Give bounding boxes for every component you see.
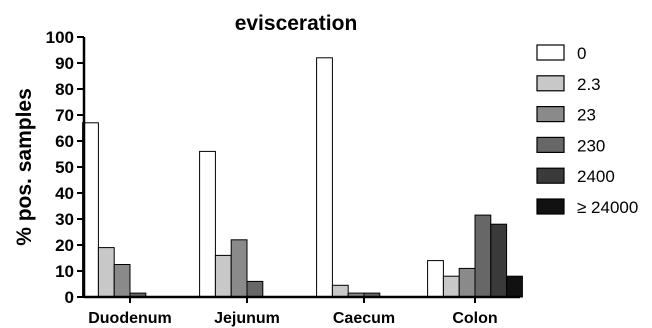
x-tick-label: Duodenum bbox=[88, 310, 172, 327]
x-tick-label: Caecum bbox=[333, 310, 395, 327]
bar bbox=[199, 150, 216, 298]
bar bbox=[331, 284, 349, 298]
x-tick-label: Jejunum bbox=[214, 310, 280, 327]
legend-swatch bbox=[536, 136, 565, 153]
y-axis-label: % pos. samples bbox=[13, 88, 36, 246]
y-tick-label: 90 bbox=[55, 54, 74, 73]
bar bbox=[246, 280, 264, 298]
chart-title: evisceration bbox=[235, 12, 358, 35]
bar bbox=[442, 275, 460, 298]
legend-swatch bbox=[536, 44, 565, 61]
legend-label: 230 bbox=[577, 136, 605, 155]
legend-label: 2.3 bbox=[577, 75, 601, 94]
bar bbox=[427, 260, 444, 298]
legend: 0 2.3 23 230 2400 ≥ 24000 bbox=[536, 44, 638, 217]
y-tick-label: 80 bbox=[55, 80, 74, 99]
legend-swatch bbox=[536, 105, 565, 123]
bar bbox=[506, 275, 523, 298]
bars bbox=[82, 57, 523, 298]
y-tick-label: 70 bbox=[55, 106, 74, 125]
y-tick-label: 60 bbox=[55, 132, 74, 151]
legend-label: 23 bbox=[577, 106, 596, 125]
legend-swatch bbox=[536, 198, 565, 215]
y-axis-ticks: 0 10 20 30 40 50 60 70 80 90 100 bbox=[46, 28, 84, 307]
legend-label: 2400 bbox=[577, 167, 615, 186]
bar bbox=[458, 267, 476, 298]
bar bbox=[97, 247, 115, 298]
y-tick-label: 0 bbox=[65, 288, 74, 307]
y-tick-label: 30 bbox=[55, 210, 74, 229]
bar bbox=[230, 239, 248, 298]
legend-swatch bbox=[536, 167, 565, 184]
bar bbox=[316, 57, 333, 298]
y-tick-label: 20 bbox=[55, 236, 74, 255]
y-tick-label: 100 bbox=[46, 28, 74, 47]
y-tick-label: 50 bbox=[55, 158, 74, 177]
y-tick-label: 10 bbox=[55, 262, 74, 281]
legend-label: 0 bbox=[577, 44, 586, 63]
bar bbox=[490, 223, 508, 298]
x-axis-ticks: Duodenum Jejunum Caecum Colon bbox=[88, 297, 498, 327]
bar bbox=[113, 264, 131, 298]
y-tick-label: 40 bbox=[55, 184, 74, 203]
legend-label: ≥ 24000 bbox=[577, 198, 638, 217]
legend-swatch bbox=[536, 75, 565, 92]
x-tick-label: Colon bbox=[452, 310, 497, 327]
bar bbox=[214, 254, 232, 298]
bar bbox=[474, 214, 492, 298]
